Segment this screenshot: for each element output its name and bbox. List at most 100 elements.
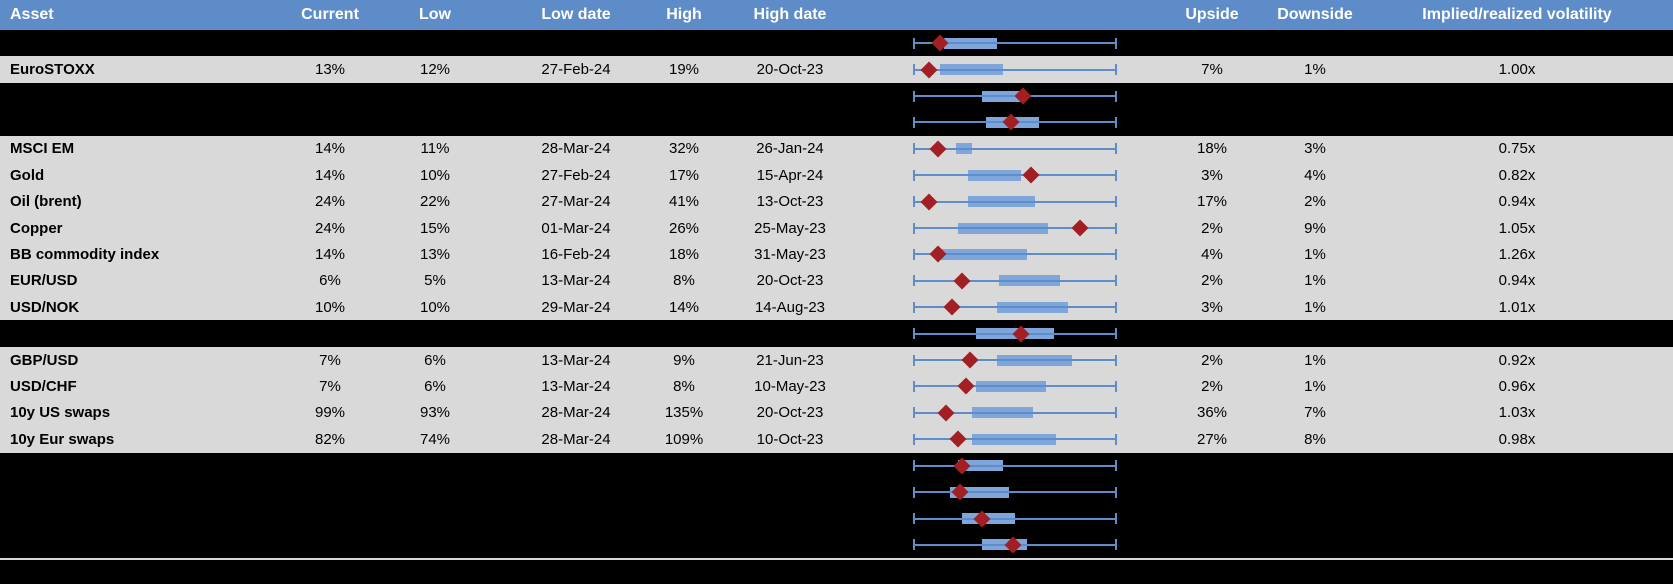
spacer-row	[0, 82, 1673, 110]
range-plot-cell	[869, 453, 1155, 479]
cell-upside: 2%	[1201, 219, 1223, 237]
cell-high: 41%	[668, 193, 700, 211]
cell-high: 18%	[668, 245, 700, 263]
whisker-line	[913, 517, 1117, 520]
cell-high-date: 31-May-23	[754, 245, 826, 263]
range-plot	[913, 532, 1117, 558]
whisker-line	[913, 227, 1117, 230]
cell-implied-realized: 1.00x	[1498, 61, 1536, 79]
cell-low: 6%	[424, 351, 446, 369]
whisker-cap-high	[1115, 354, 1117, 366]
whisker-cap-low	[913, 513, 915, 525]
range-plot	[913, 268, 1117, 294]
range-plot	[913, 136, 1117, 162]
cell-asset: USD/NOK	[10, 298, 80, 316]
table-header-row: Asset Current Low Low date High High dat…	[0, 0, 1673, 30]
cell-high-date: 10-Oct-23	[756, 430, 824, 448]
cell-low: 74%	[419, 430, 451, 448]
cell-downside: 4%	[1304, 166, 1326, 184]
current-level-marker-icon	[937, 404, 955, 422]
range-plot	[913, 373, 1117, 399]
table-row: GBP/USD 7% 6% 13-Mar-24 9% 21-Jun-23 2% 1% 0.92x	[0, 346, 1673, 374]
range-plot	[913, 162, 1117, 188]
cell-asset: MSCI EM	[10, 140, 75, 158]
cell-high-date: 14-Aug-23	[754, 298, 826, 316]
cell-implied-realized: 0.75x	[1498, 140, 1536, 158]
table-row: 10y US swaps 99% 93% 28-Mar-24 135% 20-Oct-23…	[0, 399, 1673, 427]
whisker-cap-low	[913, 64, 915, 76]
current-level-marker-icon	[1022, 166, 1040, 184]
cell-upside: 2%	[1201, 351, 1223, 369]
range-plot-cell	[869, 373, 1155, 399]
cell-low-date: 28-Mar-24	[541, 430, 611, 448]
whisker-cap-high	[1115, 143, 1117, 155]
cell-high: 8%	[673, 377, 695, 395]
range-plot	[913, 426, 1117, 452]
table-row: EuroSTOXX 13% 12% 27-Feb-24 19% 20-Oct-23 7% 1%…	[0, 56, 1673, 83]
whisker-line	[913, 464, 1117, 467]
whisker-line	[913, 68, 1117, 71]
range-plot-cell	[869, 136, 1155, 162]
whisker-cap-low	[913, 248, 915, 260]
whisker-cap-high	[1115, 248, 1117, 260]
cell-upside: 36%	[1196, 404, 1228, 422]
column-header-high-date: High date	[753, 6, 827, 23]
cell-low-date: 13-Mar-24	[541, 351, 611, 369]
current-level-marker-icon	[943, 298, 961, 316]
cell-low-date: 28-Mar-24	[541, 140, 611, 158]
whisker-cap-high	[1115, 433, 1117, 445]
cell-asset: 10y Eur swaps	[10, 430, 115, 448]
column-header-upside: Upside	[1185, 6, 1239, 23]
current-level-marker-icon	[961, 351, 979, 369]
whisker-cap-high	[1115, 539, 1117, 551]
cell-high-date: 21-Jun-23	[756, 351, 824, 369]
range-plot	[913, 56, 1117, 82]
cell-downside: 1%	[1304, 61, 1326, 79]
spacer-row	[0, 30, 1673, 57]
cell-upside: 3%	[1201, 166, 1223, 184]
cell-asset: Gold	[10, 166, 45, 184]
current-level-marker-icon	[920, 61, 938, 79]
cell-high-date: 26-Jan-24	[756, 140, 824, 158]
range-plot-cell	[869, 56, 1155, 82]
cell-current: 14%	[314, 140, 346, 158]
cell-low-date: 28-Mar-24	[541, 404, 611, 422]
cell-high-date: 20-Oct-23	[756, 404, 824, 422]
whisker-cap-low	[913, 301, 915, 313]
table-row: 10y Eur swaps 82% 74% 28-Mar-24 109% 10-Oct-2…	[0, 426, 1673, 453]
whisker-cap-high	[1115, 275, 1117, 287]
range-plot	[913, 109, 1117, 135]
cell-low: 13%	[419, 245, 451, 263]
whisker-cap-high	[1115, 64, 1117, 76]
cell-downside: 8%	[1304, 430, 1326, 448]
whisker-cap-high	[1115, 301, 1117, 313]
cell-high: 8%	[673, 272, 695, 290]
range-plot-cell	[869, 109, 1155, 135]
range-plot-cell	[869, 241, 1155, 267]
spacer-row	[0, 109, 1673, 136]
range-plot-cell	[869, 268, 1155, 294]
table-row: Gold 14% 10% 27-Feb-24 17% 15-Apr-24 3% 4% 0.82x	[0, 162, 1673, 189]
whisker-cap-high	[1115, 407, 1117, 419]
column-header-downside: Downside	[1277, 6, 1353, 23]
cell-low-date: 27-Mar-24	[541, 193, 611, 211]
whisker-cap-high	[1115, 486, 1117, 498]
range-plot-cell	[869, 479, 1155, 505]
cell-asset: USD/CHF	[10, 377, 77, 395]
cell-high-date: 10-May-23	[754, 377, 826, 395]
cell-high-date: 25-May-23	[754, 219, 826, 237]
cell-upside: 18%	[1196, 140, 1228, 158]
whisker-cap-low	[913, 222, 915, 234]
range-plot	[913, 215, 1117, 241]
cell-downside: 1%	[1304, 351, 1326, 369]
whisker-cap-low	[913, 143, 915, 155]
range-plot	[913, 453, 1117, 479]
cell-downside: 1%	[1304, 245, 1326, 263]
cell-low: 5%	[424, 272, 446, 290]
current-level-marker-icon	[953, 272, 971, 290]
whisker-line	[913, 200, 1117, 203]
whisker-cap-high	[1115, 328, 1117, 340]
cell-upside: 4%	[1201, 245, 1223, 263]
cell-upside: 7%	[1201, 61, 1223, 79]
